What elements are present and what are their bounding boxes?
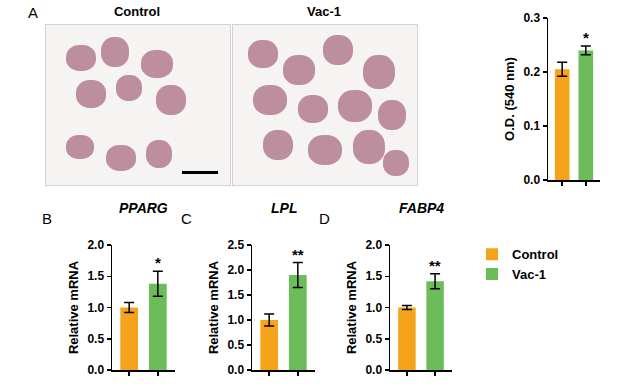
svg-text:D: D xyxy=(319,210,330,227)
svg-text:2.5: 2.5 xyxy=(227,238,244,252)
svg-text:0.5: 0.5 xyxy=(227,338,244,352)
svg-text:LPL: LPL xyxy=(271,200,297,216)
svg-text:C: C xyxy=(181,210,192,227)
svg-text:PPARG: PPARG xyxy=(119,200,168,216)
svg-text:2.0: 2.0 xyxy=(87,238,104,252)
svg-text:2.0: 2.0 xyxy=(365,238,382,252)
svg-text:1.5: 1.5 xyxy=(365,269,382,283)
svg-text:**: ** xyxy=(429,257,441,274)
svg-text:1.5: 1.5 xyxy=(87,269,104,283)
svg-text:O.D. (540 nm): O.D. (540 nm) xyxy=(502,57,517,141)
svg-text:0.0: 0.0 xyxy=(87,363,104,377)
svg-text:*: * xyxy=(583,29,589,46)
svg-text:1.0: 1.0 xyxy=(87,301,104,315)
svg-text:0.0: 0.0 xyxy=(227,363,244,377)
svg-text:0.5: 0.5 xyxy=(87,332,104,346)
svg-text:B: B xyxy=(42,210,52,227)
html-text:Control: Control xyxy=(113,4,161,19)
svg-text:Relative mRNA: Relative mRNA xyxy=(344,260,359,354)
svg-text:2.0: 2.0 xyxy=(227,263,244,277)
html-text:Vac-1: Vac-1 xyxy=(307,4,341,19)
svg-text:1.5: 1.5 xyxy=(227,288,244,302)
svg-text:Control: Control xyxy=(512,247,558,262)
svg-text:Relative mRNA: Relative mRNA xyxy=(206,260,221,354)
svg-text:Vac-1: Vac-1 xyxy=(512,267,546,282)
svg-text:0.5: 0.5 xyxy=(365,332,382,346)
svg-text:0.3: 0.3 xyxy=(523,11,540,25)
svg-text:Relative mRNA: Relative mRNA xyxy=(66,260,81,354)
svg-text:0.0: 0.0 xyxy=(365,363,382,377)
svg-text:*: * xyxy=(155,254,161,271)
svg-text:0.1: 0.1 xyxy=(523,119,540,133)
svg-text:0.2: 0.2 xyxy=(523,65,540,79)
svg-text:0.0: 0.0 xyxy=(523,173,540,187)
svg-text:1.0: 1.0 xyxy=(227,313,244,327)
svg-text:**: ** xyxy=(292,246,304,263)
svg-text:A: A xyxy=(28,4,38,21)
svg-text:1.0: 1.0 xyxy=(365,301,382,315)
svg-text:FABP4: FABP4 xyxy=(399,200,444,216)
